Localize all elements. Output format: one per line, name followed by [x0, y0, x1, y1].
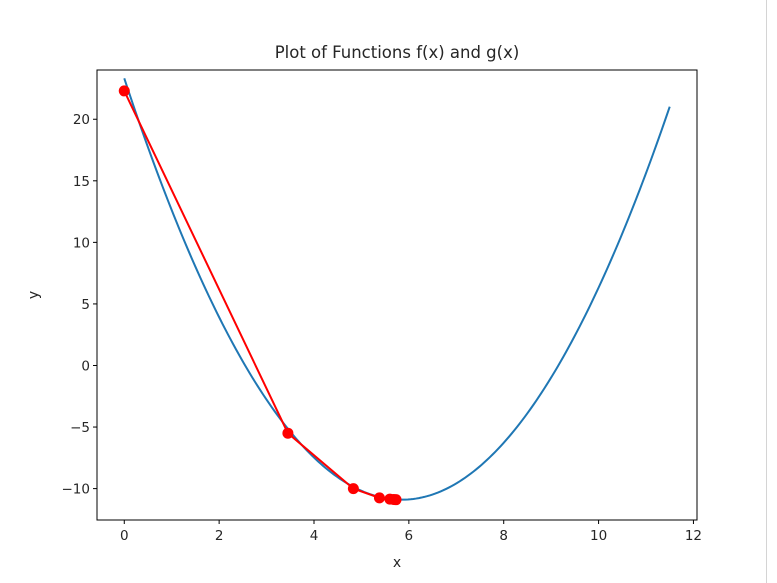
y-tick-label-5: 15 — [73, 174, 90, 190]
y-axis: −10 −5 0 5 10 15 20 — [62, 112, 97, 498]
series-g-point-1 — [282, 427, 294, 439]
x-tick-label-6: 12 — [685, 528, 702, 544]
x-tick-label-4: 8 — [499, 528, 508, 544]
y-tick-label-0: −10 — [62, 482, 91, 498]
x-tick-label-2: 4 — [310, 528, 319, 544]
series-g-point-3 — [373, 492, 385, 504]
x-axis: 0 2 4 6 8 10 12 — [120, 520, 702, 544]
x-axis-label: x — [393, 555, 401, 571]
y-tick-label-2: 0 — [81, 358, 90, 374]
x-tick-label-1: 2 — [215, 528, 224, 544]
x-tick-label-0: 0 — [120, 528, 129, 544]
y-axis-label: y — [26, 291, 42, 299]
axes-frame — [96, 69, 698, 521]
window-edge — [766, 0, 777, 583]
y-tick-label-6: 20 — [73, 112, 90, 128]
x-tick-label-3: 6 — [405, 528, 414, 544]
series-g-point-2 — [347, 483, 359, 495]
series-layer — [118, 78, 671, 506]
series-g-point-0 — [118, 85, 130, 97]
x-tick-label-5: 10 — [590, 528, 607, 544]
y-tick-label-3: 5 — [81, 297, 90, 313]
y-tick-label-1: −5 — [70, 420, 90, 436]
series-g-point-6 — [390, 494, 402, 506]
y-tick-label-4: 10 — [73, 235, 90, 251]
chart-title: Plot of Functions f(x) and g(x) — [275, 43, 520, 62]
